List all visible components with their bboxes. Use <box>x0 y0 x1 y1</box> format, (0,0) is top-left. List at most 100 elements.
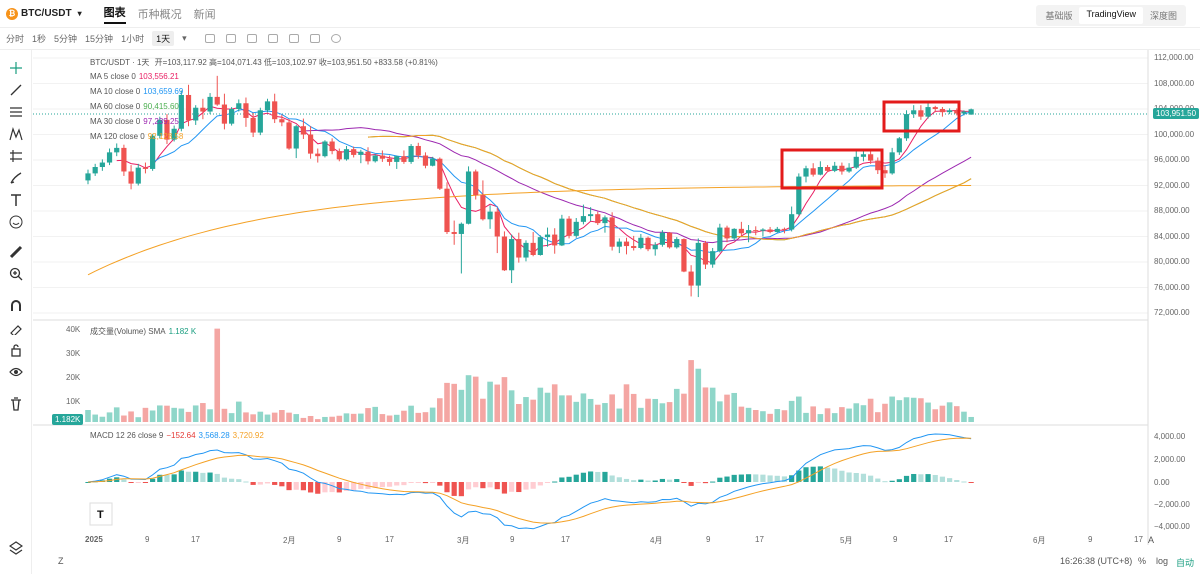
calendar-icon[interactable] <box>288 34 299 43</box>
volume-bar <box>652 398 659 422</box>
macd-histogram-bar <box>243 481 249 483</box>
time-axis-label: 3月 <box>457 536 470 545</box>
macd-histogram-bar <box>178 470 184 482</box>
volume-bar <box>322 416 328 422</box>
candle <box>616 241 622 247</box>
symbol-selector[interactable]: ₿ BTC/USDT ▾ <box>6 7 82 20</box>
macd-histogram-bar <box>135 482 141 483</box>
screenshot-icon[interactable] <box>267 34 278 43</box>
zoom-icon[interactable] <box>8 266 24 282</box>
macd-histogram-bar <box>200 472 206 482</box>
volume-bar <box>293 414 300 422</box>
macd-histogram-bar <box>437 482 443 486</box>
log-toggle[interactable]: log <box>1156 556 1169 566</box>
volume-bar <box>939 405 946 422</box>
macd-histogram-bar <box>846 472 852 482</box>
macd-histogram-bar <box>473 482 479 488</box>
interval-more-chevron-icon[interactable]: ▾ <box>182 33 187 43</box>
z-button[interactable]: Z <box>58 556 64 566</box>
candle <box>868 154 874 161</box>
lock-icon[interactable] <box>8 342 24 358</box>
volume-bar <box>702 387 709 422</box>
volume-bar <box>106 412 113 422</box>
candle <box>688 271 694 286</box>
interval-5m[interactable]: 5分钟 <box>54 34 78 44</box>
volume-value: 1.182 K <box>168 327 197 336</box>
volume-bar <box>472 376 479 422</box>
interval-15m[interactable]: 15分钟 <box>85 34 114 44</box>
brush-icon[interactable] <box>8 170 24 186</box>
candle <box>171 128 177 140</box>
tab-chart[interactable]: 图表 <box>103 4 126 24</box>
candle <box>300 126 306 135</box>
time-axis-label: 9 <box>1088 535 1093 544</box>
pattern-icon[interactable] <box>8 126 24 142</box>
volume-bar <box>681 393 687 422</box>
volume-bar <box>910 397 917 422</box>
view-tradingview-button[interactable]: TradingView <box>1079 7 1143 24</box>
percent-toggle[interactable]: % <box>1138 556 1147 566</box>
interval-1s[interactable]: 1秒 <box>32 34 47 44</box>
macd-histogram-bar <box>386 482 393 487</box>
volume-bar <box>953 406 960 422</box>
volume-bar <box>544 392 551 422</box>
volume-bar <box>587 398 594 422</box>
interval-1d[interactable]: 1天 <box>152 31 175 46</box>
candle <box>710 251 716 265</box>
lock-draw-icon[interactable] <box>8 320 24 336</box>
macd-histogram-bar <box>789 475 795 482</box>
layers-icon[interactable] <box>8 540 24 556</box>
macd-histogram-bar <box>674 479 680 482</box>
volume-bar <box>250 414 256 422</box>
macd-histogram-bar <box>451 482 457 496</box>
volume-bar <box>149 410 156 422</box>
trend-line-icon[interactable] <box>8 82 24 98</box>
macd-histogram-bar <box>903 475 910 482</box>
emoji-icon[interactable] <box>8 214 24 230</box>
candle <box>875 160 881 171</box>
view-basic-button[interactable]: 基础版 <box>1045 11 1073 21</box>
macd-histogram-bar <box>588 471 594 482</box>
refresh-icon[interactable] <box>309 34 320 43</box>
volume-bar <box>839 407 845 422</box>
candle <box>889 152 895 174</box>
trash-icon[interactable] <box>8 396 24 412</box>
horizontal-lines-icon[interactable] <box>8 104 24 120</box>
macd-histogram-bar <box>480 482 486 489</box>
macd-histogram-bar <box>272 482 278 485</box>
volume-bar <box>487 381 493 422</box>
crosshair-icon[interactable] <box>8 60 24 76</box>
macd-histogram-bar <box>329 482 335 493</box>
text-icon[interactable] <box>8 192 24 208</box>
eye-icon[interactable] <box>8 364 24 380</box>
function-icon[interactable] <box>225 34 236 43</box>
magnet-icon[interactable] <box>8 298 24 314</box>
interval-tick[interactable]: 分时 <box>6 34 25 44</box>
tab-news[interactable]: 新闻 <box>193 8 216 21</box>
fib-icon[interactable] <box>8 148 24 164</box>
view-depth-button[interactable]: 深度图 <box>1149 11 1177 21</box>
macd-histogram-bar <box>544 482 551 483</box>
ruler-icon[interactable] <box>8 244 24 260</box>
volume-bar <box>760 411 766 422</box>
macd-histogram-bar <box>774 475 780 482</box>
macd-histogram-bar <box>868 475 874 482</box>
candle <box>415 145 421 156</box>
interval-1h[interactable]: 1小时 <box>121 34 145 44</box>
macd-histogram-bar <box>279 482 285 487</box>
volume-bar <box>889 396 895 422</box>
auto-toggle[interactable]: 自动 <box>1176 558 1195 568</box>
candle <box>509 239 515 271</box>
candle <box>530 242 536 255</box>
macd-line <box>87 433 972 530</box>
tab-coin-overview[interactable]: 币种概况 <box>137 8 182 21</box>
candle <box>164 119 170 140</box>
add-icon[interactable] <box>330 34 341 43</box>
draw-icon[interactable] <box>246 34 257 43</box>
tradingview-logo <box>89 502 113 526</box>
volume-bar <box>365 408 371 422</box>
a-button[interactable]: A <box>1148 535 1155 545</box>
candle <box>939 109 946 113</box>
indicators-icon[interactable] <box>204 34 215 43</box>
